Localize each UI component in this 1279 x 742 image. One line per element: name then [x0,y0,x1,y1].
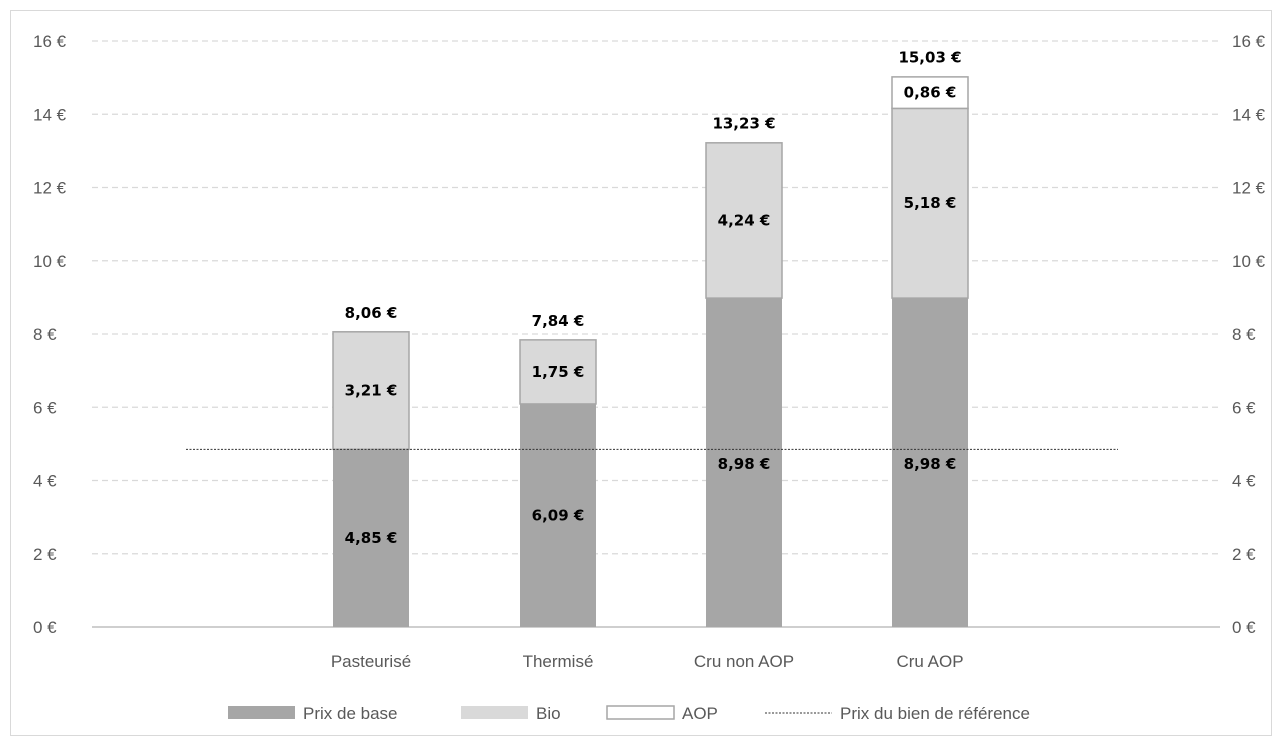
total-label: 13,23 € [712,114,775,132]
x-category-label: Pasteurisé [331,652,411,671]
data-label: 8,98 € [904,455,957,473]
bar-segment-prix-de-base [333,449,409,627]
bar-segment-prix-de-base [520,403,596,627]
bar-segment-aop [891,76,969,110]
y-tick-label-left: 16 € [33,32,67,51]
y-tick-label-left: 10 € [33,252,67,271]
total-label: 8,06 € [345,304,398,322]
x-category-label: Thermisé [523,652,594,671]
x-category-label: Cru AOP [896,652,963,671]
bar-segment-prix-de-base [706,298,782,627]
total-label: 7,84 € [532,312,585,330]
data-label: 3,21 € [345,382,398,400]
y-tick-label-left: 12 € [33,179,67,198]
data-label: 4,85 € [345,529,398,547]
legend-swatch-bio [461,706,528,719]
data-label: 6,09 € [532,506,585,524]
y-tick-label-right: 8 € [1232,325,1256,344]
total-label: 15,03 € [898,49,961,67]
legend-label: AOP [682,704,718,723]
legend-swatch-prix-de-base [228,706,295,719]
y-tick-label-right: 10 € [1232,252,1266,271]
y-tick-label-left: 6 € [33,398,57,417]
y-tick-label-right: 0 € [1232,618,1256,637]
data-label: 8,98 € [718,455,771,473]
y-tick-label-right: 14 € [1232,105,1266,124]
data-label: 1,75 € [532,363,585,381]
bar-segment-bio [332,331,410,451]
x-category-label: Cru non AOP [694,652,794,671]
y-tick-label-right: 12 € [1232,179,1266,198]
y-tick-label-right: 6 € [1232,398,1256,417]
data-label: 0,86 € [904,84,957,102]
legend-label: Bio [536,704,561,723]
y-tick-label-left: 8 € [33,325,57,344]
chart-frame [10,10,1272,736]
data-label: 5,18 € [904,194,957,212]
legend-swatch-aop [606,705,675,720]
legend-label: Prix du bien de référence [840,704,1030,723]
y-tick-label-left: 14 € [33,105,67,124]
bar-segment-bio [705,142,783,299]
bar-segment-bio [519,339,597,405]
bar-segment-prix-de-base [892,298,968,627]
y-tick-label-left: 0 € [33,618,57,637]
y-tick-label-right: 16 € [1232,32,1266,51]
y-tick-label-left: 2 € [33,545,57,564]
y-tick-label-left: 4 € [33,472,57,491]
data-label: 4,24 € [718,211,771,229]
y-tick-label-right: 2 € [1232,545,1256,564]
y-tick-label-right: 4 € [1232,472,1256,491]
bar-segment-bio [891,107,969,299]
legend-label: Prix de base [303,704,398,723]
